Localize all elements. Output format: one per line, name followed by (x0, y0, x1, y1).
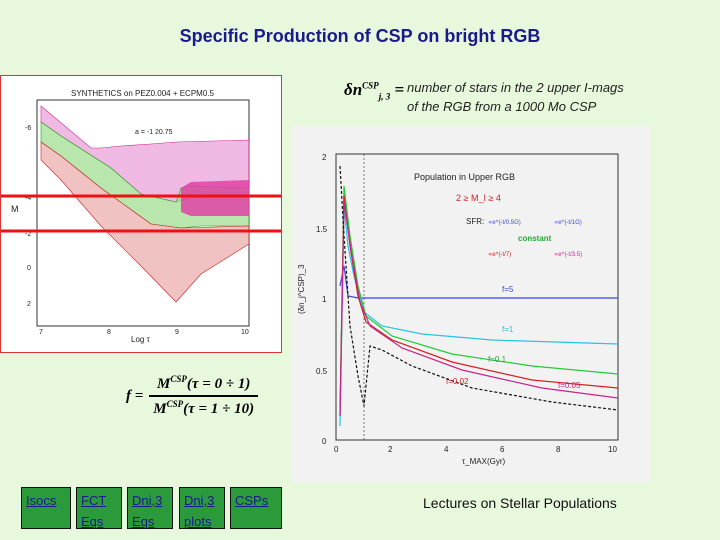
sfr-exp2-label: ∝e^(-t/1G) (554, 220, 582, 226)
nav-button-fct-eqs[interactable]: FCT Eqs (76, 487, 122, 529)
sfr-exp4-label: ∝e^(-t/3.5) (554, 252, 582, 258)
right-xtick: 4 (444, 445, 449, 454)
right-xtick: 0 (334, 445, 339, 454)
left-ytick: 2 (27, 301, 31, 308)
fraction-denominator: MCSP(τ = 1 ÷ 10) (153, 399, 255, 417)
sfr-exp1-label: ∝e^(-t/0.5G) (488, 220, 521, 226)
magnitude-condition: 2 ≥ M_I ≥ 4 (456, 193, 501, 203)
red-band (40, 141, 250, 303)
right-plot-xlabel: τ_MAX(Gyr) (462, 457, 505, 466)
right-ytick: 1.5 (316, 225, 328, 234)
magenta-block (181, 180, 249, 216)
equation-equals: = (394, 80, 405, 99)
definition-note: number of stars in the 2 upper I-mags of… (407, 78, 624, 116)
left-plot-ylabel: M (11, 204, 19, 214)
sfr-label: SFR: (466, 217, 484, 226)
left-plot-annotation: a = -1 20.75 (135, 129, 173, 136)
curve-label-f01: f=0.1 (488, 355, 507, 364)
nav-button-isocs[interactable]: Isocs (21, 487, 71, 529)
left-ytick: 0 (27, 265, 31, 272)
left-ytick: -4 (25, 195, 31, 202)
nav-button-dni3-eqs[interactable]: Dni,3 Eqs (127, 487, 173, 529)
nav-button-csps[interactable]: CSPs (230, 487, 282, 529)
left-xtick: 9 (175, 329, 179, 336)
left-xtick: 7 (39, 329, 43, 336)
left-ytick: -2 (25, 231, 31, 238)
right-xtick: 6 (500, 445, 505, 454)
note-line-1: number of stars in the 2 upper I-mags (407, 80, 624, 95)
fraction-numerator: MCSP(τ = 0 ÷ 1) (149, 374, 259, 397)
right-ytick: 0.5 (316, 367, 328, 376)
slide-title: Specific Production of CSP on bright RGB (179, 26, 541, 46)
left-xtick: 8 (107, 329, 111, 336)
left-plot-xlabel: Log τ (131, 335, 151, 344)
right-population-plot: Population in Upper RGB 2 ≥ M_I ≥ 4 SFR:… (297, 153, 619, 466)
curve-label-f1: f=1 (502, 325, 514, 334)
equation-lhs-sub: j, 3 (378, 91, 391, 102)
equation-lhs-base: δn (344, 80, 363, 99)
specific-production-equation: δnCSPj, 3 = (344, 80, 404, 101)
sfr-exp3-label: ∝e^(-t/7) (488, 252, 511, 258)
footer-text: Lectures on Stellar Populations (423, 495, 617, 511)
right-plot-title: Population in Upper RGB (414, 172, 515, 182)
fraction-body: MCSP(τ = 0 ÷ 1) MCSP(τ = 1 ÷ 10) (149, 374, 259, 418)
left-ytick: -6 (25, 125, 31, 132)
right-figure-panel: Population in Upper RGB 2 ≥ M_I ≥ 4 SFR:… (292, 126, 650, 482)
right-ytick: 0 (322, 437, 327, 446)
curve-f005 (339, 201, 619, 417)
nav-button-dni3-plots[interactable]: Dni,3 plots (179, 487, 225, 529)
curve-black-dashed (339, 165, 619, 411)
curve-label-f5: f=5 (502, 285, 514, 294)
left-xtick: 10 (241, 329, 249, 336)
right-xtick: 2 (388, 445, 393, 454)
left-figure-panel: SYNTHETICS on PEZ0.004 + ECPM0.5 a = -1 … (0, 75, 282, 353)
right-plot-ylabel: (δn_j^CSP)_3 (297, 264, 306, 314)
right-xtick: 10 (608, 445, 617, 454)
right-xtick: 8 (556, 445, 561, 454)
right-ytick: 1 (322, 295, 327, 304)
right-ytick: 2 (322, 153, 327, 162)
note-line-2: of the RGB from a 1000 Mo CSP (407, 99, 597, 114)
fraction-lhs: f = (126, 387, 144, 404)
left-plot-title: SYNTHETICS on PEZ0.004 + ECPM0.5 (71, 89, 214, 98)
fraction-formula: f = MCSP(τ = 0 ÷ 1) MCSP(τ = 1 ÷ 10) (126, 374, 259, 418)
left-magnitude-plot: SYNTHETICS on PEZ0.004 + ECPM0.5 a = -1 … (1, 89, 281, 344)
sfr-constant-label: constant (518, 234, 552, 243)
curve-label-f005: f=0.05 (558, 381, 581, 390)
curve-label-f002: f=0.02 (446, 377, 469, 386)
equation-lhs-sup: CSP (362, 80, 379, 91)
